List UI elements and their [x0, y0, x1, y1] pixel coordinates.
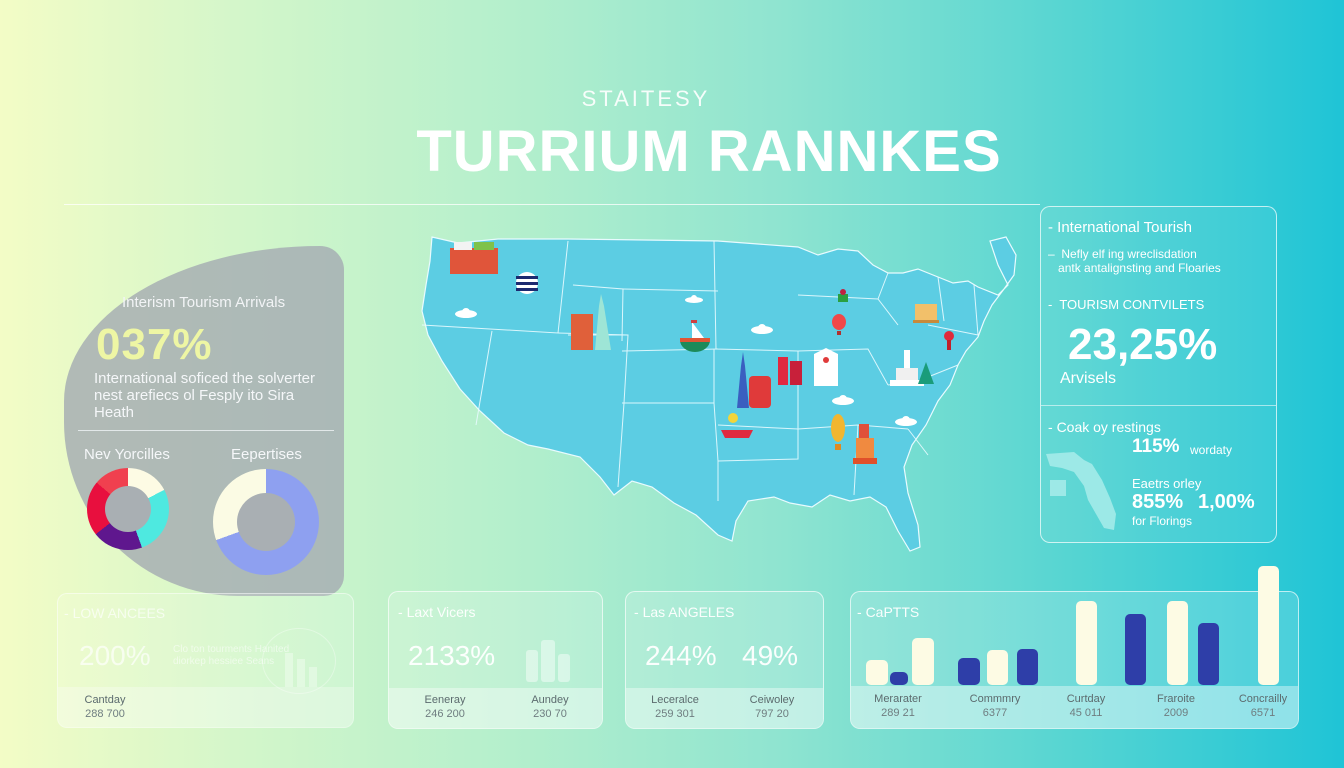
card-2-footer-label-2: Aundey: [531, 694, 569, 706]
chart-category-label: Concrailly: [1238, 693, 1288, 705]
card-las-angeles[interactable]: [625, 591, 824, 729]
card-1-footer-label: Cantday: [84, 694, 126, 706]
bullet-line-1: Nefly elf ing wreclisdation: [1061, 247, 1197, 261]
temple-icon[interactable]: [814, 348, 838, 386]
card-1-value: 200%: [79, 640, 151, 671]
ratings-heading: - Coak oy restings: [1048, 419, 1161, 435]
international-tourism-panel: [1040, 206, 1277, 543]
section-label: - TOURISM CONTVILETS: [1048, 297, 1205, 312]
card-4-title-text: CaPTTS: [865, 604, 920, 620]
seattle-building-icon[interactable]: [448, 240, 500, 274]
stat-2-value-b: 1,00%: [1198, 491, 1255, 513]
card-2-value: 2133%: [408, 640, 496, 671]
card-2-title: - Laxt Vicers: [398, 604, 476, 620]
dashboard-title: TURRIUM RANNKES: [416, 119, 1002, 184]
donut-chart-new-york[interactable]: [87, 468, 169, 550]
card-3-value-b: 49%: [742, 640, 799, 671]
panel-bullet-text: – Nefly elf ing wreclisdation antk antal…: [1048, 247, 1221, 275]
card-2-title-text: Laxt Vicers: [406, 604, 476, 620]
card-3-value-a: 244%: [645, 640, 717, 671]
sailboat-icon[interactable]: [678, 318, 712, 352]
statue-of-liberty-icon[interactable]: [571, 290, 615, 350]
arrivals-percentage: 037%: [96, 320, 213, 369]
card-footer: [626, 688, 823, 728]
card-1-description: Clo ton tourments Hanited diorkep hessie…: [173, 644, 290, 667]
card-3-footer-value-1: 259 301: [655, 708, 695, 720]
donut-chart-expertises[interactable]: [213, 469, 319, 575]
panel-divider: [78, 430, 334, 431]
cloud-icon: [895, 413, 917, 426]
card-footer: [389, 688, 602, 728]
card-3-footer-label-1: Leceralce: [651, 694, 699, 706]
donut-hole: [105, 486, 151, 532]
info-panel-divider: [1041, 405, 1276, 406]
chart-category-label: Fraroite: [1157, 693, 1195, 705]
stat-2-label: Eaetrs orley: [1132, 476, 1202, 491]
chart-category-label: Merarater: [874, 693, 922, 705]
panel-heading: - International Tourish: [1048, 219, 1192, 236]
boat-icon[interactable]: [721, 412, 753, 440]
bullet-line-2: antk antalignsting and Floaries: [1058, 261, 1221, 275]
city-skyline-icon[interactable]: [776, 351, 804, 385]
card-laxt-vicers[interactable]: [388, 591, 603, 729]
card-3-footer-label-2: Ceiwoley: [749, 694, 795, 706]
hot-air-balloon-icon[interactable]: [832, 314, 846, 336]
stat-2-value-a: 855%: [1132, 491, 1184, 513]
donut-label-expertises: Eepertises: [231, 446, 302, 463]
chart-category-value: 6571: [1250, 707, 1276, 719]
chart-category-value: 6377: [982, 707, 1008, 719]
donut-hole: [237, 493, 295, 551]
chart-category-value: 2009: [1163, 707, 1189, 719]
yellow-balloon-icon[interactable]: [831, 414, 845, 452]
bell-monument-icon[interactable]: [853, 418, 877, 464]
stat-1-caption: wordaty: [1190, 443, 1233, 457]
city-buildings-icon: [524, 630, 576, 682]
card-1-title: - LOW ANCEES: [64, 605, 166, 621]
stat-1-value: 115%: [1132, 436, 1180, 457]
chart-category-value: 45 011: [1069, 707, 1103, 719]
card-1-title-text: LOW ANCEES: [72, 605, 166, 621]
card-2-footer-value-2: 230 70: [533, 708, 567, 720]
arrivals-description: International soficed the solverter nest…: [94, 370, 315, 421]
dashboard-subtitle: STAITESY: [581, 86, 711, 111]
cloud-icon: [832, 392, 854, 405]
card-2-footer-label-1: Eeneray: [424, 694, 466, 706]
card-4-title: - CaPTTS: [857, 604, 920, 620]
skyscraper-tower-icon[interactable]: [733, 352, 775, 408]
cloud-icon: [751, 321, 773, 334]
section-label-text: TOURISM CONTVILETS: [1059, 297, 1205, 312]
pin-landmark-icon[interactable]: [944, 330, 954, 352]
stat-2-caption: for Florings: [1132, 514, 1193, 528]
bar-chart-icon: [262, 628, 336, 694]
tourism-percentage: 23,25%: [1068, 320, 1218, 369]
us-map-graphic: [421, 236, 1017, 552]
cloud-icon: [455, 305, 477, 318]
card-2-footer-value-1: 246 200: [425, 708, 465, 720]
ratings-heading-text: Coak oy restings: [1056, 419, 1161, 435]
florida-outline-icon: [1044, 450, 1122, 532]
cloud-icon: [685, 290, 703, 303]
donut-label-new-york: Nev Yorcilles: [84, 446, 170, 463]
panel-heading-text: International Tourish: [1057, 219, 1192, 236]
card-footer: [851, 686, 1298, 728]
chart-category-label: Commmry: [969, 693, 1021, 705]
arrivals-caption: Arvisels: [1060, 370, 1117, 387]
monument-icon[interactable]: [890, 344, 936, 390]
card-3-title: - Las ANGELES: [634, 604, 735, 620]
header-divider: [64, 204, 1040, 205]
card-1-footer-value: 288 700: [85, 708, 125, 720]
flag-landmark-icon[interactable]: [838, 288, 848, 302]
striped-balloon-icon[interactable]: [516, 271, 538, 295]
chart-category-value: 289 21: [881, 707, 915, 719]
ny-building-icon[interactable]: [913, 298, 939, 324]
card-3-title-text: Las ANGELES: [642, 604, 735, 620]
chart-category-label: Curtday: [1066, 693, 1106, 705]
card-3-footer-value-2: 797 20: [755, 708, 789, 720]
arrivals-label: Interism Tourism Arrivals: [122, 294, 286, 311]
us-tourism-map[interactable]: [418, 225, 1018, 555]
